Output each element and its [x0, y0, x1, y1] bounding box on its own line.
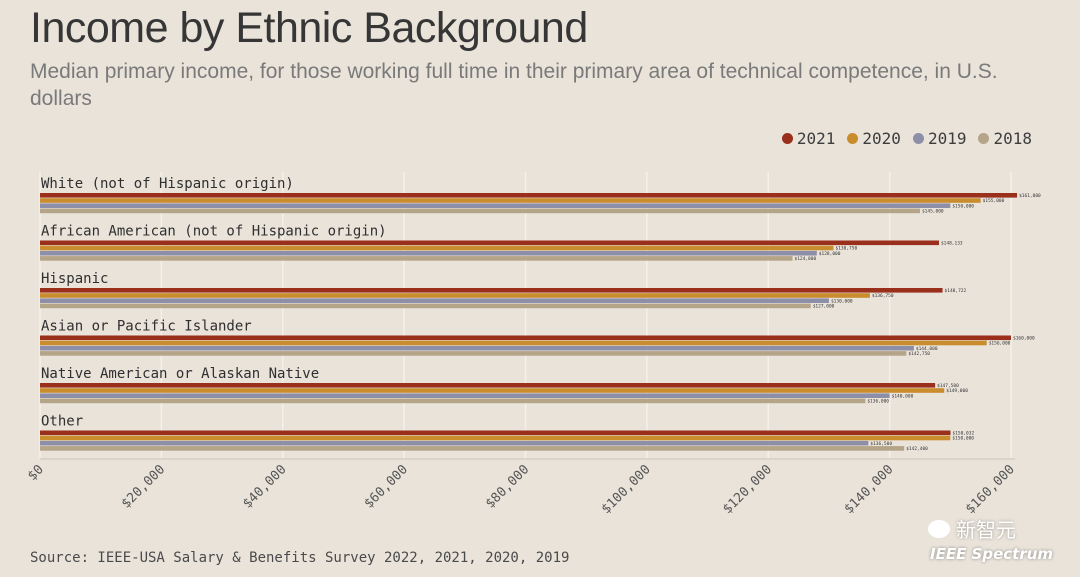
bar-value-label: $147,500 — [937, 383, 959, 389]
x-tick-label: $20,000 — [119, 462, 168, 511]
category-label: Asian or Pacific Islander — [41, 319, 252, 335]
x-tick-label: $120,000 — [720, 462, 775, 517]
bar-value-label: $149,000 — [946, 388, 968, 394]
legend-label: 2021 — [796, 129, 836, 148]
bar-2020 — [40, 435, 951, 441]
bar-2020 — [40, 245, 834, 251]
legend-item-2018: 2018 — [978, 129, 1032, 148]
bar-2021 — [40, 240, 939, 246]
x-tick-label: $40,000 — [240, 462, 289, 511]
bar-2021 — [40, 383, 936, 388]
legend-swatch — [978, 133, 990, 144]
x-tick-label: $0 — [25, 462, 47, 484]
watermark: 新智元 — [928, 514, 1016, 543]
wechat-icon — [928, 519, 950, 538]
x-tick-label: $100,000 — [599, 462, 654, 517]
legend-label: 2018 — [993, 129, 1032, 148]
bar-2021 — [40, 335, 1011, 341]
bar-value-label: $150,000 — [952, 436, 974, 442]
category-label: Other — [41, 414, 83, 430]
bar-2020 — [40, 293, 870, 298]
bar-value-label: $150,032 — [953, 430, 975, 436]
category-label: Native American or Alaskan Native — [41, 366, 319, 382]
bar-2018 — [40, 351, 907, 356]
bar-2020 — [40, 340, 987, 346]
category-label: Hispanic — [41, 271, 108, 287]
bar-2018 — [40, 256, 793, 261]
chart-subtitle: Median primary income, for those working… — [30, 60, 998, 110]
watermark-text: 新智元 — [956, 518, 1016, 542]
bar-value-label: $130,750 — [835, 246, 857, 252]
bar-2018 — [40, 446, 905, 451]
bar-2019 — [40, 203, 951, 208]
bar-value-label: $127,000 — [813, 304, 835, 310]
bar-2018 — [40, 398, 866, 404]
bar-value-label: $136,000 — [867, 399, 889, 405]
legend-swatch — [781, 133, 793, 144]
bar-value-label: $136,500 — [870, 441, 892, 447]
bar-value-label: $144,000 — [916, 346, 938, 352]
legend-swatch — [847, 133, 859, 144]
bar-2020 — [40, 388, 945, 393]
bar-2020 — [40, 198, 981, 203]
bar-value-label: $130,000 — [831, 298, 853, 304]
bar-2019 — [40, 440, 869, 446]
bar-value-label: $140,000 — [892, 393, 914, 399]
bar-2021 — [40, 193, 1018, 198]
bar-2021 — [40, 288, 943, 293]
bar-value-label: $142,400 — [906, 446, 928, 452]
bar-value-label: $124,000 — [795, 256, 817, 262]
chart-title: Income by Ethnic Background — [30, 4, 588, 52]
bar-value-label: $145,000 — [922, 209, 944, 215]
bar-value-label: $156,000 — [989, 341, 1011, 347]
bar-value-label: $136,750 — [872, 293, 894, 299]
legend-item-2020: 2020 — [847, 129, 901, 148]
source-note: Source: IEEE-USA Salary & Benefits Surve… — [30, 550, 570, 566]
bar-value-label: $160,000 — [1013, 335, 1035, 341]
bar-2018 — [40, 303, 811, 309]
bar-value-label: $128,000 — [819, 251, 841, 257]
bar-value-label: $161,000 — [1019, 193, 1041, 199]
legend-item-2019: 2019 — [912, 129, 967, 148]
bar-2021 — [40, 430, 951, 436]
bar-value-label: $148,133 — [941, 240, 963, 246]
legend-label: 2020 — [862, 129, 901, 148]
bar-value-label: $150,000 — [952, 203, 974, 209]
legend-item-2021: 2021 — [781, 129, 836, 148]
x-tick-label: $60,000 — [362, 462, 411, 511]
legend: 2021 2020 2019 2018 — [781, 129, 1032, 148]
bar-value-label: $142,750 — [908, 351, 930, 357]
x-tick-label: $140,000 — [842, 462, 897, 517]
legend-swatch — [912, 133, 924, 144]
bar-2019 — [40, 345, 914, 351]
bar-value-label: $155,000 — [983, 198, 1005, 204]
bar-2019 — [40, 393, 890, 398]
bar-2018 — [40, 208, 920, 214]
category-label: White (not of Hispanic origin) — [41, 176, 294, 192]
bar-2019 — [40, 250, 817, 256]
bar-value-label: $148,722 — [945, 288, 967, 294]
brand-logo: IEEE Spectrum — [930, 545, 1054, 563]
x-tick-label: $160,000 — [963, 462, 1018, 517]
bar-2019 — [40, 298, 829, 303]
x-tick-label: $80,000 — [483, 462, 532, 511]
legend-label: 2019 — [927, 129, 967, 148]
category-label: African American (not of Hispanic origin… — [41, 224, 387, 240]
